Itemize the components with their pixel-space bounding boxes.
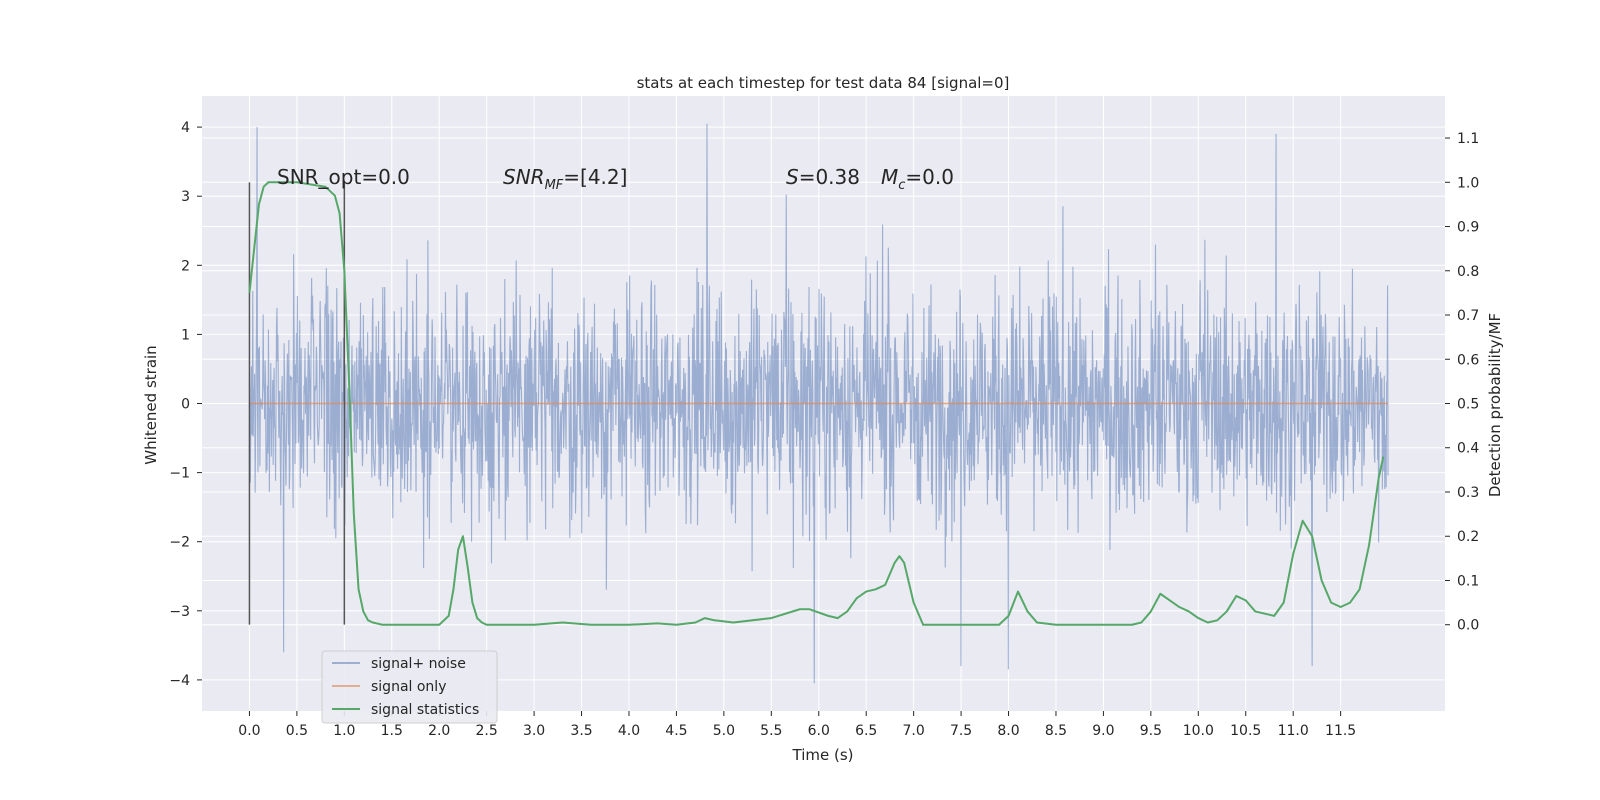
signal-statistics-series [248, 181, 1385, 626]
noise-line [248, 123, 1389, 684]
x-tick-label: 0.0 [238, 723, 260, 739]
y-right-axis-label: Detection probability/MF [1486, 313, 1504, 497]
x-axis-label: Time (s) [792, 746, 854, 764]
y-right-tick-label: 1.1 [1457, 131, 1479, 147]
x-tick-label: 2.0 [428, 723, 450, 739]
x-tick-label: 10.0 [1183, 723, 1214, 739]
x-tick-label: 9.0 [1092, 723, 1114, 739]
y-left-tick-label: 3 [181, 189, 190, 205]
y-right-axis-ticks: 0.0 0.1 0.2 0.3 0.4 0.5 0.6 0.7 0.8 0.9 1.0 1.1 [1445, 131, 1479, 634]
x-tick-label: 6.0 [808, 723, 830, 739]
mc-symbol: M [881, 165, 898, 189]
annotation-snr-opt: SNR_opt=0.0 [277, 165, 410, 189]
x-axis-ticks: 0.0 0.5 1.0 1.5 2.0 2.5 3.0 3.5 4.0 4.5 5.0 5.5 6.0 6… [238, 711, 1356, 739]
y-left-tick-label: 4 [181, 120, 190, 136]
legend: signal+ noise signal only signal statist… [321, 650, 498, 724]
x-tick-label: 5.5 [760, 723, 782, 739]
x-tick-label: 10.5 [1230, 723, 1261, 739]
y-right-tick-label: 0.8 [1457, 264, 1479, 280]
x-tick-label: 2.5 [476, 723, 498, 739]
x-tick-label: 3.5 [570, 723, 592, 739]
x-tick-label: 4.0 [618, 723, 640, 739]
x-tick-label: 3.0 [523, 723, 545, 739]
x-tick-label: 5.0 [713, 723, 735, 739]
y-right-tick-label: 0.5 [1457, 397, 1479, 413]
annotation-mc: Mc=0.0 [881, 165, 954, 193]
x-tick-label: 9.5 [1140, 723, 1162, 739]
y-right-tick-label: 0.9 [1457, 220, 1479, 236]
x-tick-label: 11.5 [1325, 723, 1356, 739]
legend-box [321, 650, 498, 724]
annotation-s: S=0.38 [786, 165, 860, 189]
x-tick-label: 11.0 [1278, 723, 1309, 739]
y-left-tick-label: −4 [169, 673, 190, 689]
y-right-tick-label: 1.0 [1457, 175, 1479, 191]
y-left-tick-label: −3 [169, 604, 190, 620]
snr-mf-base: SNR [503, 165, 545, 189]
y-right-tick-label: 0.3 [1457, 485, 1479, 501]
mc-value: =0.0 [905, 165, 954, 189]
x-tick-label: 8.5 [1045, 723, 1067, 739]
y-right-tick-label: 0.2 [1457, 529, 1479, 545]
legend-label-stats: signal statistics [371, 702, 479, 718]
legend-label-noise: signal+ noise [371, 656, 466, 672]
x-tick-label: 6.5 [855, 723, 877, 739]
x-tick-label: 8.0 [997, 723, 1019, 739]
x-tick-label: 0.5 [286, 723, 308, 739]
x-tick-label: 7.5 [950, 723, 972, 739]
chart-title: stats at each timestep for test data 84 … [637, 74, 1010, 92]
y-left-tick-label: −2 [169, 535, 190, 551]
x-tick-label: 1.0 [333, 723, 355, 739]
x-tick-label: 7.0 [903, 723, 925, 739]
window-markers [248, 182, 346, 625]
snr-mf-value: =[4.2] [563, 165, 627, 189]
y-left-tick-label: 2 [181, 258, 190, 274]
y-left-tick-label: 1 [181, 327, 190, 343]
y-left-axis-label: Whitened strain [142, 345, 160, 464]
y-right-tick-label: 0.1 [1457, 573, 1479, 589]
legend-label-signal: signal only [371, 679, 446, 695]
x-tick-label: 4.5 [665, 723, 687, 739]
mc-sub: c [898, 178, 905, 193]
y-right-tick-label: 0.6 [1457, 352, 1479, 368]
y-left-tick-label: −1 [169, 466, 190, 482]
s-value: =0.38 [799, 165, 860, 189]
signal-statistics-line [248, 181, 1385, 626]
y-right-tick-label: 0.0 [1457, 618, 1479, 634]
s-symbol: S [786, 165, 799, 189]
snr-mf-sub: MF [545, 178, 564, 193]
annotation-snr-mf: SNRMF=[4.2] [503, 165, 627, 193]
y-right-tick-label: 0.7 [1457, 308, 1479, 324]
y-left-axis-ticks: −4 −3 −2 −1 0 1 2 3 4 [169, 120, 202, 689]
y-right-tick-label: 0.4 [1457, 441, 1479, 457]
noise-series [248, 123, 1389, 684]
y-left-tick-label: 0 [181, 397, 190, 413]
x-tick-label: 1.5 [381, 723, 403, 739]
